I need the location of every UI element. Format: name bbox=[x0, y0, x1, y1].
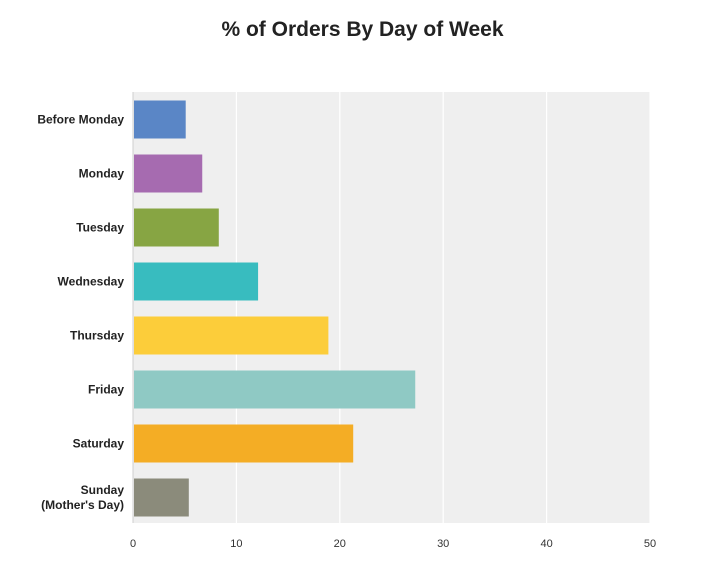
x-tick-label: 10 bbox=[230, 538, 242, 550]
bar bbox=[134, 370, 416, 409]
bar bbox=[134, 100, 186, 139]
category-label: Thursday bbox=[70, 329, 124, 343]
bar bbox=[134, 424, 354, 463]
x-tick-label: 0 bbox=[130, 538, 136, 550]
category-label: Monday bbox=[79, 167, 125, 181]
x-tick-label: 40 bbox=[540, 538, 552, 550]
category-label: Sunday bbox=[81, 483, 125, 497]
x-tick-label: 20 bbox=[334, 538, 346, 550]
bar bbox=[134, 208, 219, 247]
x-tick-label: 30 bbox=[437, 538, 449, 550]
category-label: Tuesday bbox=[76, 221, 124, 235]
category-label: Before Monday bbox=[37, 113, 124, 127]
chart-title: % of Orders By Day of Week bbox=[221, 18, 504, 41]
category-label: Saturday bbox=[73, 437, 125, 451]
x-tick-label: 50 bbox=[644, 538, 656, 550]
bar bbox=[134, 316, 329, 355]
bar bbox=[134, 154, 203, 193]
bar bbox=[134, 478, 189, 517]
category-label: (Mother's Day) bbox=[41, 498, 124, 512]
category-label: Friday bbox=[88, 383, 124, 397]
bar bbox=[134, 262, 259, 301]
category-label: Wednesday bbox=[58, 275, 125, 289]
